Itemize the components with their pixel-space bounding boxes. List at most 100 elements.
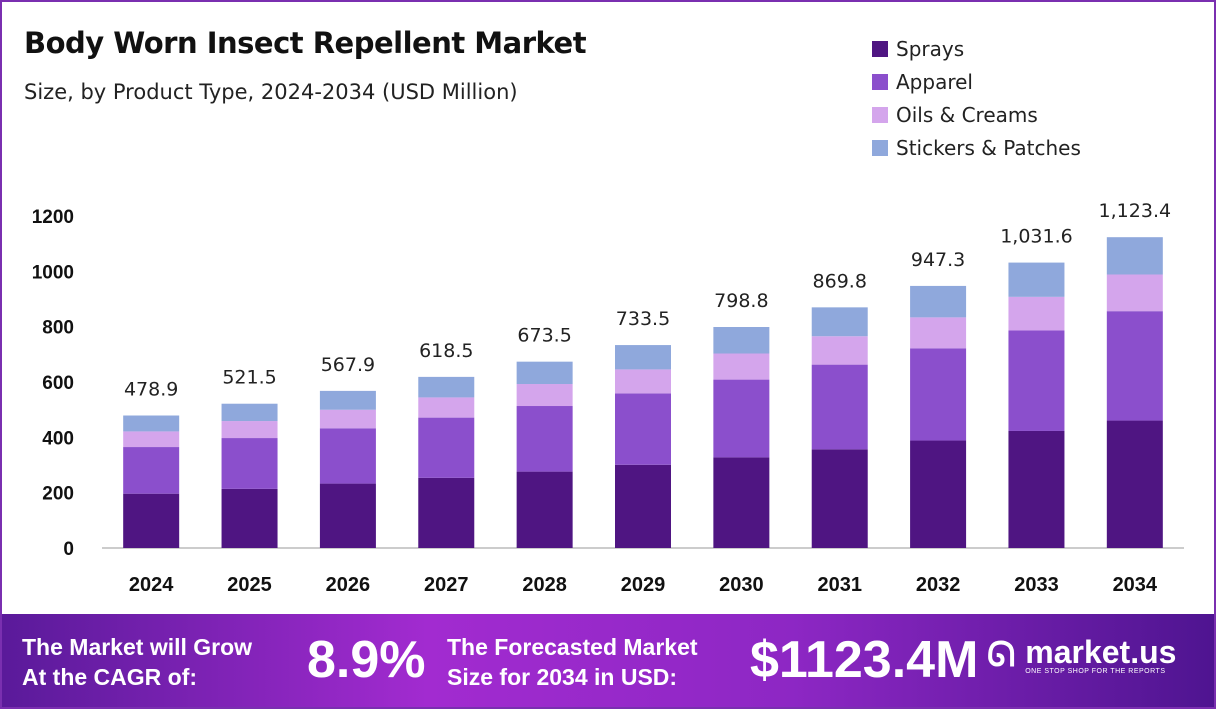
forecast-label-line1: The Forecasted Market — [447, 634, 698, 660]
bar-segment — [713, 379, 770, 458]
bar-segment — [910, 317, 967, 349]
bar-segment — [1008, 430, 1065, 548]
brand-tagline: ONE STOP SHOP FOR THE REPORTS — [1025, 668, 1166, 675]
bar-segment — [811, 449, 868, 548]
legend-item: Apparel — [872, 65, 1081, 98]
bar-segment — [418, 477, 475, 548]
total-label: 1,123.4 — [1099, 200, 1172, 222]
bar-segment — [319, 483, 376, 548]
y-tick-label: 800 — [42, 318, 74, 339]
bar-segment — [811, 364, 868, 450]
y-tick-label: 200 — [42, 484, 74, 505]
legend-item: Stickers & Patches — [872, 131, 1081, 164]
bar-segment — [713, 326, 770, 354]
bar-segment — [516, 384, 573, 407]
y-tick-label: 0 — [63, 539, 74, 560]
bar-segment — [221, 488, 278, 548]
bar-segment — [123, 431, 180, 448]
total-label: 521.5 — [222, 367, 276, 389]
bar-segment — [221, 403, 278, 422]
total-label: 673.5 — [517, 325, 571, 347]
bar-segment — [516, 361, 573, 385]
total-label: 798.8 — [714, 290, 768, 312]
chart-title: Body Worn Insect Repellent Market — [24, 26, 587, 60]
x-tick-label: 2028 — [522, 574, 567, 596]
total-label: 1,031.6 — [1000, 226, 1073, 248]
bar-segment — [615, 393, 671, 465]
forecast-label-line2: Size for 2034 in USD: — [447, 664, 678, 690]
bar-segment — [1106, 311, 1163, 421]
legend-swatch — [872, 139, 888, 156]
bar-segment — [123, 447, 180, 494]
legend-swatch — [872, 40, 888, 57]
bar-segment — [1106, 237, 1163, 275]
chart-subtitle: Size, by Product Type, 2024-2034 (USD Mi… — [24, 80, 518, 104]
brand-name: market.us — [1025, 634, 1177, 670]
y-tick-label: 600 — [42, 373, 74, 394]
bar-segment — [319, 428, 376, 484]
x-tick-label: 2026 — [326, 574, 371, 596]
legend-label: Apparel — [896, 69, 973, 94]
x-tick-label: 2031 — [817, 574, 862, 596]
forecast-label: The Forecasted Market Size for 2034 in US… — [447, 632, 698, 692]
bar-segment — [319, 409, 376, 429]
bar-segment — [516, 471, 573, 548]
x-tick-label: 2025 — [227, 574, 272, 596]
total-label: 947.3 — [911, 249, 965, 271]
bar-segment — [418, 397, 475, 418]
legend-label: Oils & Creams — [896, 102, 1038, 127]
bar-segment — [615, 345, 671, 370]
bar-segment — [1008, 296, 1065, 331]
x-tick-label: 2032 — [916, 574, 961, 596]
bar-segment — [418, 376, 475, 398]
x-tick-label: 2034 — [1113, 574, 1158, 596]
brand-logo: ᘏ market.us ONE STOP SHOP FOR THE REPORTS — [987, 636, 1176, 675]
x-tick-label: 2027 — [424, 574, 469, 596]
x-tick-label: 2029 — [621, 574, 666, 596]
bar-segment — [221, 421, 278, 439]
total-label: 869.8 — [813, 270, 867, 292]
x-tick-label: 2024 — [129, 574, 174, 596]
logo-icon: ᘏ — [987, 636, 1016, 674]
legend-label: Sprays — [896, 36, 965, 61]
x-tick-label: 2030 — [719, 574, 764, 596]
bar-segment — [516, 406, 573, 472]
bar-segment — [319, 390, 376, 410]
legend: Sprays Apparel Oils & Creams Stickers & Pat… — [872, 32, 1081, 164]
bar-segment — [1008, 262, 1065, 297]
bar-segment — [418, 417, 475, 478]
legend-item: Sprays — [872, 32, 1081, 65]
total-label: 567.9 — [321, 354, 375, 376]
bar-segment — [1106, 420, 1163, 548]
bar-segment — [221, 438, 278, 489]
bar-segment — [713, 457, 770, 548]
bar-segment — [910, 285, 967, 318]
legend-label: Stickers & Patches — [896, 135, 1081, 160]
bar-segment — [123, 415, 180, 432]
footer-banner: The Market will Grow At the CAGR of: 8.9%… — [2, 614, 1214, 707]
total-label: 733.5 — [616, 308, 670, 330]
cagr-label-line2: At the CAGR of: — [22, 664, 198, 690]
total-label: 478.9 — [124, 379, 178, 401]
bar-segment — [615, 369, 671, 394]
y-tick-label: 1000 — [32, 262, 74, 283]
bar-segment — [713, 353, 770, 380]
y-tick-label: 1200 — [32, 207, 74, 228]
bar-segment — [615, 464, 671, 548]
forecast-value: $1123.4M — [750, 631, 979, 689]
bar-chart: 0 200 400 600 800 1000 1200 478.9 2024 521.5 2025 5… — [32, 200, 1184, 596]
cagr-value: 8.9% — [307, 631, 426, 689]
bar-segment — [910, 440, 967, 548]
bar-segment — [123, 493, 180, 548]
bar-segment — [1106, 274, 1163, 312]
cagr-label-line1: The Market will Grow — [22, 634, 253, 660]
legend-item: Oils & Creams — [872, 98, 1081, 131]
total-label: 618.5 — [419, 340, 473, 362]
y-tick-label: 400 — [42, 428, 74, 449]
legend-swatch — [872, 106, 888, 123]
bar-segment — [1008, 330, 1065, 431]
legend-swatch — [872, 73, 888, 90]
cagr-label: The Market will Grow At the CAGR of: — [22, 632, 252, 692]
x-tick-label: 2033 — [1014, 574, 1059, 596]
